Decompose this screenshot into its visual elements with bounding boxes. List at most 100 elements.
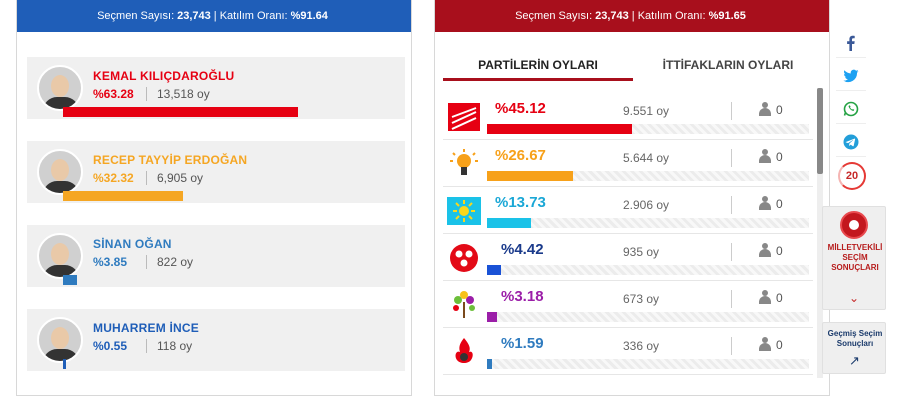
divider [146,171,147,185]
party-percentage: %4.42 [501,241,544,258]
tip-logo-icon [447,335,481,369]
tab-party-votes[interactable]: PARTİLERİN OYLARI [478,58,598,72]
party-vote-bar [487,359,493,369]
turnout-label: Katılım Oranı: [219,10,288,22]
candidate-percentage: %63.28 [93,87,134,101]
party-seats: 0 [776,103,783,117]
divider [146,255,147,269]
candidate-avatar [37,149,83,195]
party-vote-bar [487,171,573,181]
telegram-share-button[interactable] [836,127,866,157]
akp-logo-icon [447,147,481,181]
whatsapp-icon [843,101,859,116]
person-icon [759,102,771,116]
party-percentage: %26.67 [495,147,546,164]
divider [731,337,732,355]
header-separator: | [213,10,217,22]
redirect-arrow-icon: ↗ [849,353,860,368]
party-vote-track [487,124,809,134]
candidate-percentage: %0.55 [93,339,128,353]
candidate-card[interactable]: SİNAN OĞAN %3.85 822 oy [27,225,405,287]
candidate-vote-bar [63,359,66,369]
divider [146,339,147,353]
party-percentage: %13.73 [495,194,546,211]
candidate-card[interactable]: KEMAL KILIÇDAROĞLU %63.28 13,518 oy [27,57,405,119]
party-votes: 9.551 oy [623,104,670,118]
parliament-results-label: MİLLETVEKİLİ SEÇİM SONUÇLARI [827,243,883,272]
candidate-votes: 822 oy [157,255,194,269]
party-row[interactable]: %26.67 5.644 oy 0 [443,143,813,187]
party-row[interactable]: %3.18 673 oy 0 [443,284,813,328]
person-icon [759,196,771,210]
party-row[interactable]: %13.73 2.906 oy 0 [443,190,813,234]
party-seats: 0 [776,338,783,352]
candidate-vote-bar [63,191,184,201]
presidential-results-panel: Seçmen Sayısı: 23,743 | Katılım Oranı: %… [16,0,412,396]
chp-logo-icon [447,100,481,134]
party-seats: 0 [776,291,783,305]
party-percentage: %45.12 [495,100,546,117]
turnout-value: %91.64 [290,10,328,22]
party-vote-track [487,171,809,181]
person-icon [759,337,771,351]
past-election-results-button[interactable]: Geçmiş Seçim Sonuçları ↗ [822,322,886,374]
divider [731,102,732,120]
candidate-vote-bar [63,275,78,285]
person-icon [759,290,771,304]
turnout-label: Katılım Oranı: [637,10,706,22]
candidate-votes: 6,905 oy [157,171,204,185]
party-votes: 935 oy [623,245,660,259]
party-vote-track [487,265,809,275]
whatsapp-share-button[interactable] [836,94,866,124]
facebook-share-button[interactable] [836,28,866,58]
twitter-icon [843,69,859,82]
mhp-logo-icon [447,241,481,275]
candidate-avatar [37,65,83,111]
candidate-avatar [37,317,83,363]
voter-count: 23,743 [177,10,211,22]
candidate-name: RECEP TAYYİP ERDOĞAN [93,153,248,167]
party-list-scrollbar[interactable] [817,88,823,378]
tbmm-seal-icon [840,211,868,239]
candidate-vote-bar [63,107,299,117]
party-votes: 336 oy [623,339,660,353]
party-row[interactable]: %45.12 9.551 oy 0 [443,96,813,140]
active-tab-indicator [443,78,633,81]
party-vote-track [487,218,809,228]
voter-count: 23,743 [595,10,629,22]
header-separator: | [631,10,635,22]
presidential-header: Seçmen Sayısı: 23,743 | Katılım Oranı: %… [17,0,411,32]
party-votes: 5.644 oy [623,151,670,165]
scrollbar-thumb[interactable] [817,88,823,174]
candidate-votes: 118 oy [157,339,193,353]
party-header: Seçmen Sayısı: 23,743 | Katılım Oranı: %… [435,0,829,32]
iyi-logo-icon [447,194,481,228]
party-percentage: %1.59 [501,335,544,352]
facebook-icon [847,35,855,51]
candidate-card[interactable]: MUHARREM İNCE %0.55 118 oy [27,309,405,371]
candidate-name: MUHARREM İNCE [93,321,199,335]
party-vote-bar [487,265,502,275]
party-votes: 2.906 oy [623,198,670,212]
party-percentage: %3.18 [501,288,544,305]
voter-count-label: Seçmen Sayısı: [97,10,175,22]
party-row[interactable]: %1.59 336 oy 0 [443,331,813,375]
party-row[interactable]: %4.42 935 oy 0 [443,237,813,281]
divider [731,243,732,261]
party-vote-bar [487,124,633,134]
party-vote-track [487,359,809,369]
refresh-countdown[interactable]: 20 [838,162,866,190]
person-icon [759,149,771,163]
person-icon [759,243,771,257]
voter-count-label: Seçmen Sayısı: [515,10,593,22]
candidate-name: KEMAL KILIÇDAROĞLU [93,69,235,83]
twitter-share-button[interactable] [836,61,866,91]
parliament-results-button[interactable]: MİLLETVEKİLİ SEÇİM SONUÇLARI ⌄ [822,206,886,310]
party-vote-bar [487,312,498,322]
candidate-name: SİNAN OĞAN [93,237,172,251]
party-votes: 673 oy [623,292,660,306]
candidate-card[interactable]: RECEP TAYYİP ERDOĞAN %32.32 6,905 oy [27,141,405,203]
party-seats: 0 [776,244,783,258]
tab-alliance-votes[interactable]: İTTİFAKLARIN OYLARI [662,58,794,72]
party-vote-bar [487,218,532,228]
